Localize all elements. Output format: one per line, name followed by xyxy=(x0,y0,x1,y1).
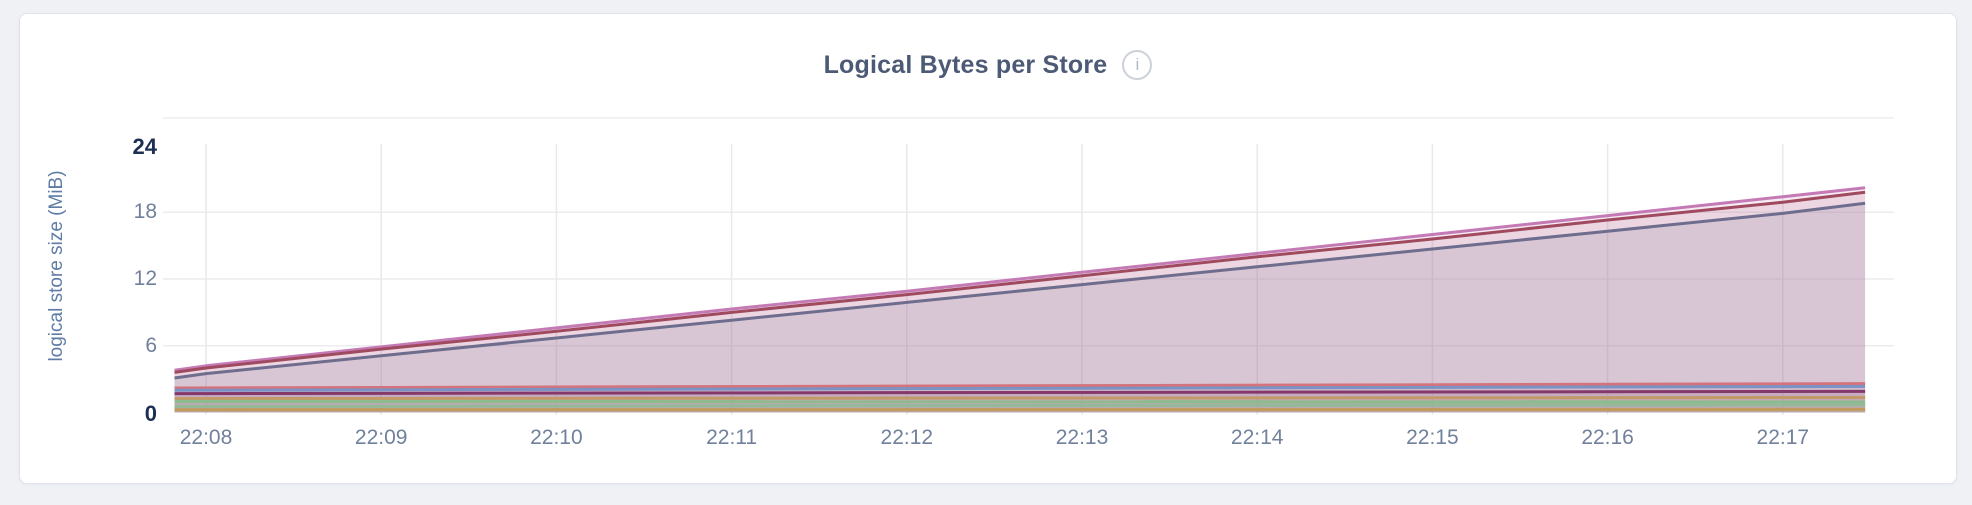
y-tick-label: 6 xyxy=(97,334,157,358)
y-tick-label: 12 xyxy=(97,267,157,291)
series-line-store-flat-teal xyxy=(175,405,1866,407)
y-tick-label: 0 xyxy=(97,401,157,427)
series-line-store-flat-green xyxy=(175,401,1866,402)
x-tick-label: 22:12 xyxy=(881,426,934,450)
y-axis-title: logical store size (MiB) xyxy=(46,170,68,361)
x-tick-label: 22:11 xyxy=(706,426,757,450)
series-line-store-flat-tan xyxy=(175,398,1866,399)
x-tick-label: 22:14 xyxy=(1231,426,1284,450)
y-tick-label: 24 xyxy=(97,134,157,160)
y-tick-label: 18 xyxy=(97,200,157,224)
x-tick-label: 22:08 xyxy=(180,426,233,450)
x-tick-label: 22:10 xyxy=(530,426,583,450)
x-tick-label: 22:09 xyxy=(355,426,408,450)
x-tick-label: 22:17 xyxy=(1757,426,1810,450)
series-area-store-rising-slate xyxy=(175,203,1866,412)
x-tick-label: 22:15 xyxy=(1406,426,1459,450)
x-tick-label: 22:16 xyxy=(1581,426,1634,450)
x-tick-label: 22:13 xyxy=(1056,426,1109,450)
